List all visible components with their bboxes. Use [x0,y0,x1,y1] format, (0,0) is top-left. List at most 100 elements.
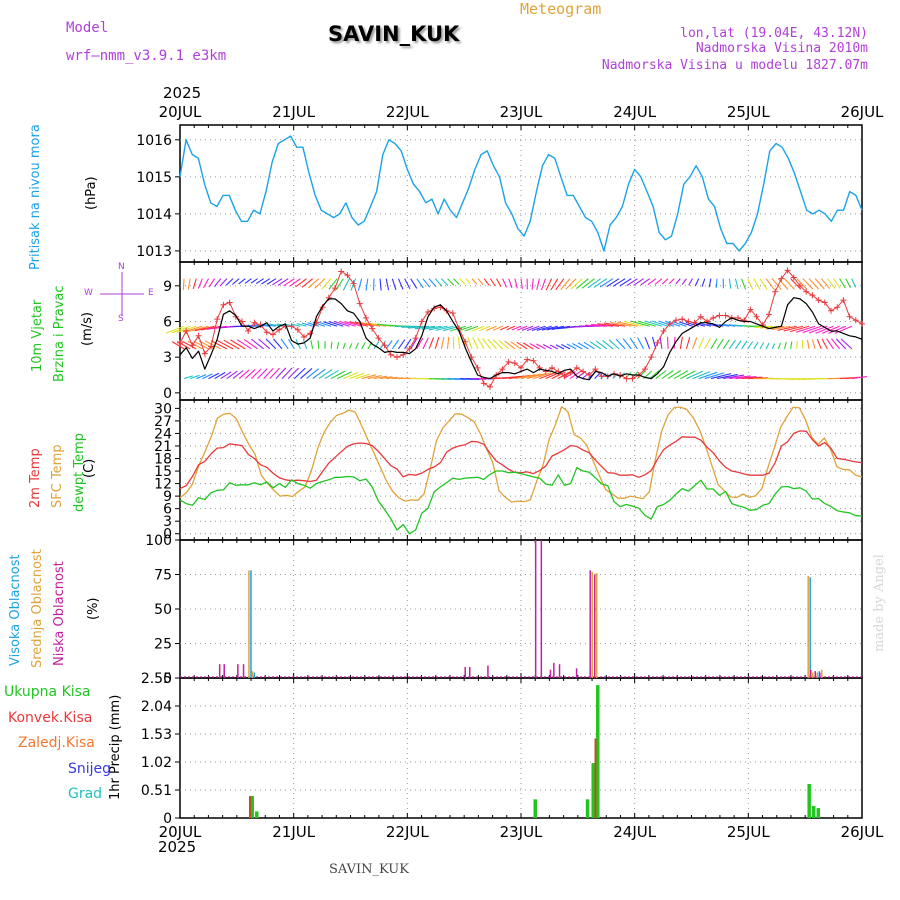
wind-obs-marker [270,331,276,338]
wind-obs-marker [710,314,717,321]
lonlat: lon,lat (19.04E, 43.12N) [680,26,868,41]
wind-obs-marker [208,343,214,350]
wind-barb [811,339,816,349]
wind-barb [545,278,553,291]
wind-barb [583,341,595,350]
wind-barb [729,375,751,380]
precip-ytick-label: 2.04 [141,699,172,715]
compass-s: S [118,314,124,324]
wind-barb [333,320,350,327]
wind-barb [434,337,440,350]
wind-barb [428,325,448,331]
wind-barb [753,278,761,290]
wind-barb [514,278,518,289]
cloud-mid-bar [811,672,814,678]
wind-barb [686,370,703,380]
wind-barb [698,337,705,350]
wind-barb [658,320,675,327]
wind-barb [464,325,479,332]
wind-barb [839,278,846,289]
wind-obs-marker [573,364,580,371]
wind-barb [487,338,497,350]
wind-obs-marker [201,350,208,357]
wind-barb [516,325,528,331]
wind-barb [640,278,650,286]
wind-barb [355,373,371,380]
wind-barb [261,278,271,285]
wind-barb [680,370,696,380]
wind-obs-marker [418,318,425,325]
wind-barb [198,340,215,350]
wind-barb [502,278,508,288]
wind-ytick-label: 9 [163,279,172,295]
wind-barb [182,278,185,290]
wind-barb [581,278,595,289]
temp-ytick-label: 27 [154,414,172,430]
wind-barb [595,340,608,350]
cloud-low-bar [814,671,817,678]
wind-barb [529,343,540,350]
wind-barb [647,278,657,286]
wind-obs-marker [679,316,686,323]
wind-barb [516,341,528,350]
wind-barb [317,340,320,349]
wind-barb [835,338,847,350]
wind-barb [187,278,191,290]
temp-ytick-label: 24 [154,426,172,442]
wind-barb [189,374,200,380]
wind-barb [597,323,620,327]
cloud-low-bar [558,664,561,678]
wind-barb [348,343,353,350]
model-elevation: Nadmorska Visina u modelu 1827.07m [601,58,868,73]
wind-barb [407,325,430,329]
wind-barb [615,338,626,350]
wind-barb [654,278,663,285]
wind-ytick-label: 0 [163,386,172,402]
wind-barb [610,321,632,327]
wind-obs-marker [846,313,853,320]
wind-barb [373,375,388,380]
wind-barb [312,368,326,380]
wind-barb [698,371,718,380]
wind-barb [735,340,742,350]
wind-barb [830,338,841,350]
wind-barb [404,338,412,350]
wind-obs-marker [288,323,295,330]
wind-obs-marker [344,272,351,279]
wind-barb [225,278,234,286]
wind-barb [633,278,644,286]
wind-obs-marker [387,351,394,358]
wind-obs-marker [338,268,345,275]
wind-obs-marker [691,319,698,326]
wind-barb [391,278,397,290]
wind-barb [536,325,552,331]
wind-barb [204,340,222,350]
precip-total-bar [596,685,600,818]
wind-barb [465,278,471,284]
wind-barb [471,278,478,285]
wind-obs-marker [381,342,388,349]
wind-barb [546,325,565,331]
sfc-temp-line [179,406,863,503]
wind-barb [397,278,404,290]
wind-barb [236,339,252,350]
wind-obs-marker [524,356,531,363]
temp-ytick-label: 18 [154,452,172,468]
wind-obs-marker [561,373,568,380]
precip-total-bar [533,799,538,818]
wind-barb [593,278,608,288]
wind-obs-marker [332,285,338,292]
wind-obs-marker [232,313,239,320]
wind-barb [275,367,287,379]
wind-barb [526,325,540,332]
precip-legend-hail: Grad [68,786,103,802]
wind-obs-marker [790,274,797,281]
wind-barb [520,373,541,380]
wind-barb [330,370,346,380]
wind-barb [771,278,782,290]
wind-barb [566,343,577,350]
wind-obs-marker [567,369,574,376]
wind-barb [492,339,504,350]
wind-barb [288,338,295,350]
wind-barb [165,325,185,334]
